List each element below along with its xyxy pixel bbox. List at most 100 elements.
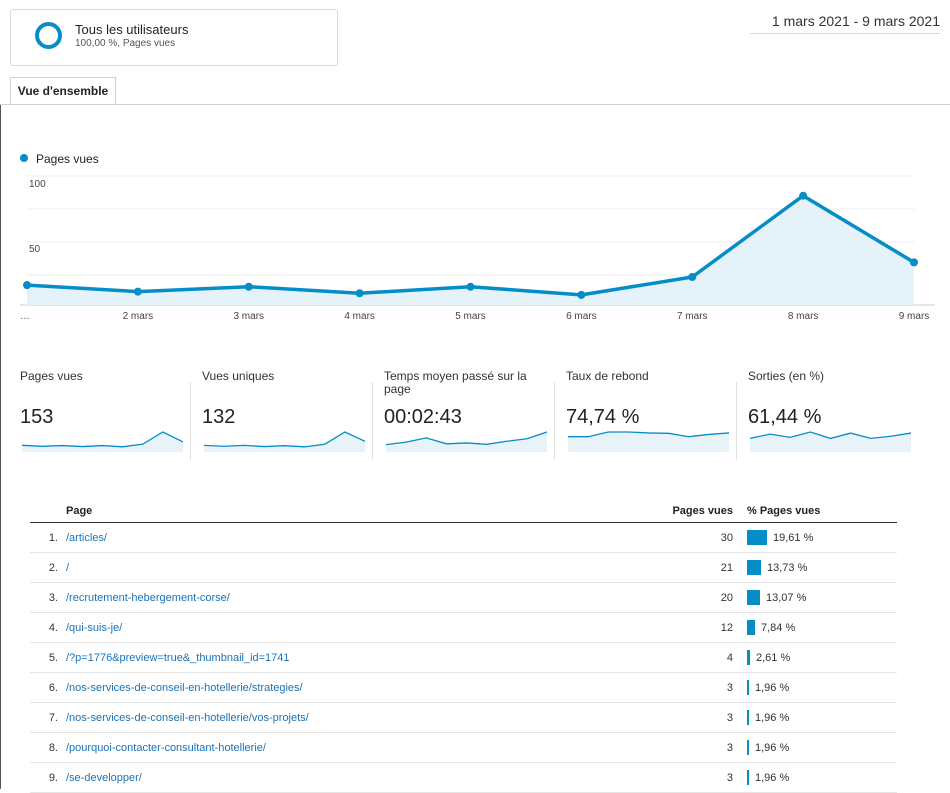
metric-value: 61,44 %	[748, 406, 822, 428]
data-point	[799, 191, 808, 200]
header-pct-pageviews[interactable]: % Pages vues	[747, 500, 897, 523]
y-tick-label: 100	[29, 179, 46, 190]
metric-card[interactable]: Pages vues 153	[20, 370, 190, 460]
pct-bar	[747, 770, 749, 785]
sparkline-line	[21, 431, 184, 448]
data-point	[23, 281, 31, 290]
row-pct-cell: 19,61 %	[747, 522, 897, 553]
row-index: 1.	[30, 522, 58, 553]
page-link[interactable]: /articles/	[66, 531, 107, 544]
metric-sparkline	[21, 431, 184, 452]
segment-ring-icon	[35, 22, 62, 49]
sparkline-area	[750, 432, 911, 452]
table-row: 3. /recrutement-hebergement-corse/20 13,07…	[30, 582, 897, 613]
pct-bar	[747, 530, 767, 545]
row-pct-cell: 1,96 %	[747, 702, 897, 733]
metric-label: Sorties (en %)	[748, 369, 825, 383]
row-pct: 1,96 %	[755, 712, 790, 724]
data-point	[355, 289, 364, 298]
header-index	[30, 500, 58, 523]
table-row: 9. /se-developper/3 1,96 %	[30, 762, 897, 793]
metric-sparkline	[749, 431, 912, 452]
row-pct: 1,96 %	[755, 682, 790, 694]
row-index: 2.	[30, 552, 58, 583]
pageviews-line-chart: 100 50 … 2 mars 3 mars 4 mars 5 mars 6 mars 7 ma…	[20, 175, 935, 322]
pct-bar	[747, 740, 749, 755]
page-link[interactable]: /	[66, 561, 70, 574]
table-header-row: Page Pages vues % Pages vues	[30, 500, 897, 523]
metric-sparkline	[568, 431, 730, 452]
table-row: 6. /nos-services-de-conseil-en-hotellerie…	[30, 672, 897, 703]
chart-legend: Pages vues	[20, 152, 99, 168]
row-pageviews: 21	[633, 552, 747, 583]
row-pageviews: 4	[633, 642, 747, 673]
row-pageviews: 3	[633, 732, 747, 763]
metric-card[interactable]: Temps moyen passé sur la page 00:02:43	[384, 370, 554, 460]
row-index: 3.	[30, 582, 58, 613]
x-tick-label: 4 mars	[344, 311, 375, 322]
page-link[interactable]: /nos-services-de-conseil-en-hotellerie/v…	[66, 711, 309, 724]
x-tick-label: 5 mars	[455, 311, 486, 322]
page-link[interactable]: /se-developper/	[66, 771, 142, 784]
row-index: 6.	[30, 672, 58, 703]
date-range-picker[interactable]: 1 mars 2021 - 9 mars 2021	[750, 11, 940, 34]
row-pageviews: 30	[633, 522, 747, 553]
row-index: 9.	[30, 762, 58, 793]
row-pct-cell: 13,07 %	[747, 582, 897, 613]
metric-card[interactable]: Sorties (en %) 61,44 %	[748, 370, 918, 460]
row-pageviews: 3	[633, 762, 747, 793]
row-pct: 13,07 %	[766, 592, 807, 604]
row-pct-cell: 2,61 %	[747, 642, 897, 673]
table-row: 1. /articles/30 19,61 %	[30, 522, 897, 553]
metric-separator	[736, 382, 737, 460]
sparkline-line	[203, 431, 366, 448]
header-page[interactable]: Page	[58, 500, 633, 523]
legend-dot-icon	[20, 154, 28, 162]
page-link[interactable]: /nos-services-de-conseil-en-hotellerie/s…	[66, 681, 303, 694]
metric-card[interactable]: Taux de rebond 74,74 %	[566, 370, 736, 460]
header-pageviews[interactable]: Pages vues	[633, 500, 747, 523]
tab-divider	[0, 104, 950, 105]
pct-bar	[747, 620, 755, 635]
row-pct: 7,84 %	[761, 622, 796, 634]
table-row: 5. /?p=1776&preview=true&_thumbnail_id=17…	[30, 642, 897, 673]
page-link[interactable]: /?p=1776&preview=true&_thumbnail_id=1741	[66, 651, 290, 664]
row-index: 7.	[30, 702, 58, 733]
segment-selector[interactable]: Tous les utilisateurs 100,00 %, Pages vu…	[10, 9, 338, 66]
data-point	[244, 282, 253, 291]
row-pageviews: 3	[633, 702, 747, 733]
row-pct: 1,96 %	[755, 742, 790, 754]
pct-bar	[747, 650, 750, 665]
metric-separator	[190, 382, 191, 460]
pct-bar	[747, 710, 749, 725]
row-index: 5.	[30, 642, 58, 673]
row-pct-cell: 1,96 %	[747, 732, 897, 763]
metric-separator	[372, 382, 373, 460]
table-row: 4. /qui-suis-je/12 7,84 %	[30, 612, 897, 643]
tab-overview[interactable]: Vue d'ensemble	[10, 77, 116, 104]
row-pct: 13,73 %	[767, 562, 808, 574]
top-pages-table: Page Pages vues % Pages vues 1. /articles…	[30, 500, 897, 793]
page-link[interactable]: /pourquoi-contacter-consultant-hotelleri…	[66, 741, 266, 754]
metric-label: Taux de rebond	[566, 369, 649, 383]
sparkline-line	[749, 431, 912, 440]
row-pct: 1,96 %	[755, 772, 790, 784]
sparkline-line	[385, 431, 548, 446]
x-tick-label: 8 mars	[788, 311, 819, 322]
metric-card[interactable]: Vues uniques 132	[202, 370, 372, 460]
page-link[interactable]: /recrutement-hebergement-corse/	[66, 591, 230, 604]
table-row: 8. /pourquoi-contacter-consultant-hotelle…	[30, 732, 897, 763]
row-pct: 2,61 %	[756, 652, 791, 664]
row-pct-cell: 7,84 %	[747, 612, 897, 643]
sparkline-area	[204, 432, 365, 452]
row-pageviews: 20	[633, 582, 747, 613]
sparkline-area	[386, 432, 547, 452]
row-pct-cell: 13,73 %	[747, 552, 897, 583]
sparkline-area	[22, 432, 183, 452]
data-point	[910, 258, 918, 267]
page-link[interactable]: /qui-suis-je/	[66, 621, 123, 634]
x-tick-label: 9 mars	[899, 311, 930, 322]
pct-bar	[747, 680, 749, 695]
row-pct: 19,61 %	[773, 532, 814, 544]
metric-label: Temps moyen passé sur la page	[384, 369, 527, 396]
